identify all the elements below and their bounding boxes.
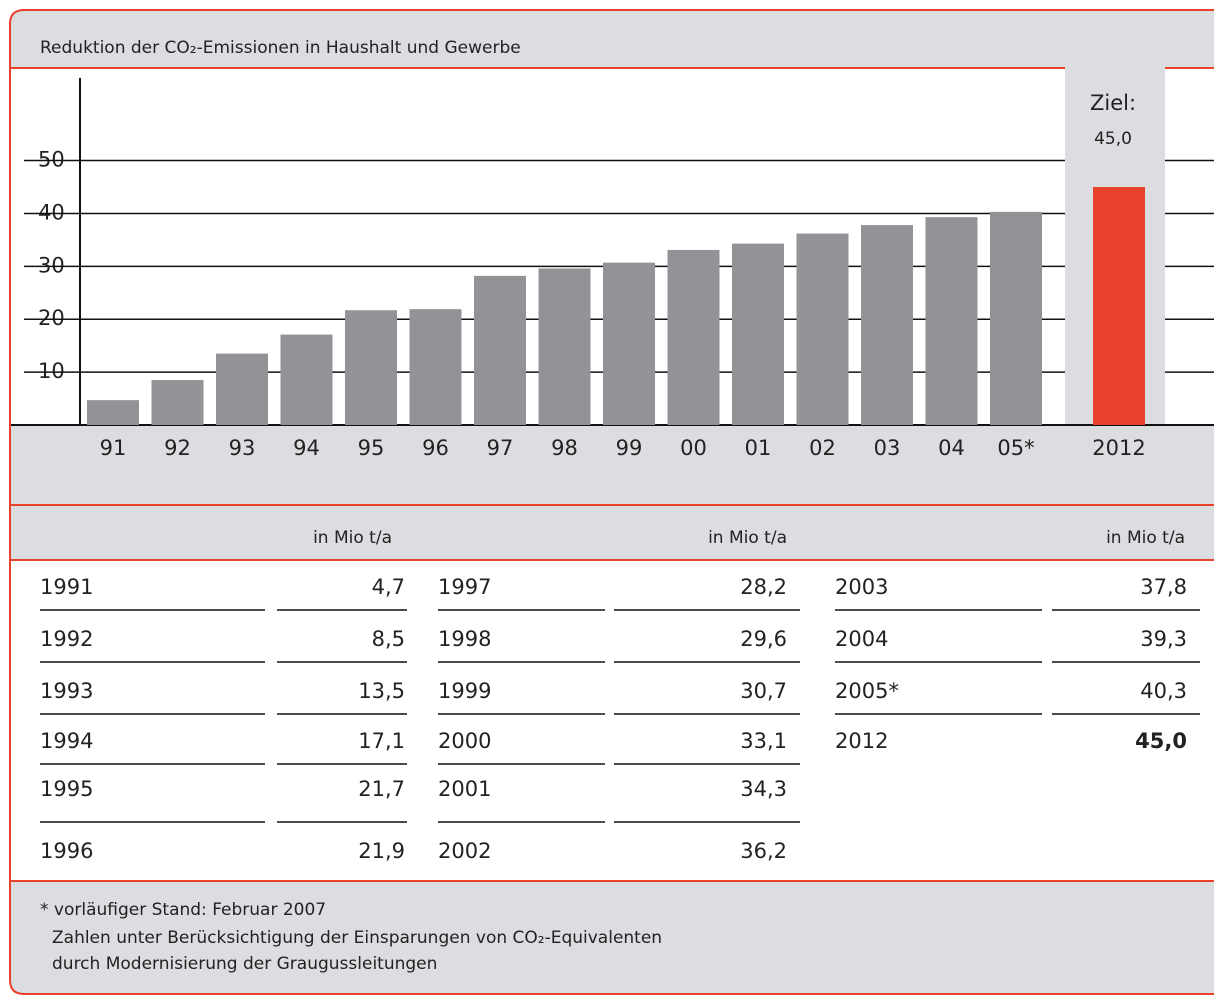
footnote: durch Modernisierung der Graugussleitung… xyxy=(52,954,437,974)
table-year: 2002 xyxy=(438,839,491,863)
x-tick-label: 96 xyxy=(422,436,449,460)
column-header: in Mio t/a xyxy=(313,528,392,548)
data-label: 45,0 xyxy=(1094,129,1132,149)
y-tick-label: 40 xyxy=(38,200,65,224)
bar xyxy=(216,353,268,425)
bar xyxy=(732,243,784,425)
bar xyxy=(603,262,655,425)
y-tick-label: 10 xyxy=(38,359,65,383)
x-tick-label: 95 xyxy=(358,436,385,460)
footnote: Zahlen unter Berücksichtigung der Einspa… xyxy=(52,928,662,948)
x-tick-label: 97 xyxy=(487,436,514,460)
x-tick-label: 91 xyxy=(100,436,127,460)
table-body xyxy=(11,561,1214,880)
chart-title: Reduktion der CO₂-Emissionen in Haushalt… xyxy=(40,38,521,58)
bar xyxy=(151,380,204,425)
x-tick-label: 04 xyxy=(938,436,965,460)
table-value: 4,7 xyxy=(372,575,405,599)
table-value: 45,0 xyxy=(1135,729,1187,753)
table-value: 21,9 xyxy=(358,839,405,863)
table-value: 37,8 xyxy=(1140,575,1187,599)
x-tick-label: 00 xyxy=(680,436,707,460)
table-year: 1999 xyxy=(438,679,491,703)
table-value: 13,5 xyxy=(358,679,405,703)
table-year: 2004 xyxy=(835,627,888,651)
x-tick-label: 92 xyxy=(164,436,191,460)
table-value: 36,2 xyxy=(740,839,787,863)
bar xyxy=(796,233,849,425)
table-year: 1995 xyxy=(40,777,93,801)
table-value: 33,1 xyxy=(740,729,787,753)
x-tick-label: 98 xyxy=(551,436,578,460)
bar xyxy=(667,249,720,425)
table-value: 8,5 xyxy=(372,627,405,651)
y-tick-label: 30 xyxy=(38,253,65,277)
bar xyxy=(990,211,1042,425)
x-tick-label: 02 xyxy=(809,436,836,460)
table-year: 2003 xyxy=(835,575,888,599)
x-tick-label: 93 xyxy=(229,436,256,460)
table-value: 17,1 xyxy=(358,729,405,753)
table-value: 21,7 xyxy=(358,777,405,801)
table-year: 2005* xyxy=(835,679,899,703)
table-year: 1992 xyxy=(40,627,93,651)
table-value: 30,7 xyxy=(740,679,787,703)
table-value: 29,6 xyxy=(740,627,787,651)
table-value: 34,3 xyxy=(740,777,787,801)
table-year: 2000 xyxy=(438,729,491,753)
bar xyxy=(409,309,462,425)
x-tick-label: 03 xyxy=(874,436,901,460)
bar xyxy=(87,400,139,425)
x-tick-label: 99 xyxy=(616,436,643,460)
bar xyxy=(280,334,333,425)
table-year: 1996 xyxy=(40,839,93,863)
bar xyxy=(538,268,591,425)
x-tick-label: 94 xyxy=(293,436,320,460)
y-tick-label: 20 xyxy=(38,306,65,330)
bar xyxy=(345,310,397,425)
table-year: 1998 xyxy=(438,627,491,651)
x-tick-label: 05* xyxy=(997,436,1034,460)
table-year: 2012 xyxy=(835,729,888,753)
table-value: 39,3 xyxy=(1140,627,1187,651)
table-year: 1993 xyxy=(40,679,93,703)
x-tick-label: 2012 xyxy=(1092,436,1145,460)
bar xyxy=(1093,187,1145,425)
table-year: 1997 xyxy=(438,575,491,599)
column-header: in Mio t/a xyxy=(708,528,787,548)
y-tick-label: 50 xyxy=(38,148,65,172)
table-year: 1994 xyxy=(40,729,93,753)
bar xyxy=(861,225,913,425)
column-header: in Mio t/a xyxy=(1106,528,1185,548)
table-year: 1991 xyxy=(40,575,93,599)
table-value: 28,2 xyxy=(740,575,787,599)
footnote: * vorläufiger Stand: Februar 2007 xyxy=(40,900,326,920)
x-tick-label: 01 xyxy=(745,436,772,460)
annotation: Ziel: xyxy=(1090,91,1136,115)
bar xyxy=(474,275,526,425)
bar xyxy=(925,217,978,425)
table-year: 2001 xyxy=(438,777,491,801)
table-value: 40,3 xyxy=(1140,679,1187,703)
